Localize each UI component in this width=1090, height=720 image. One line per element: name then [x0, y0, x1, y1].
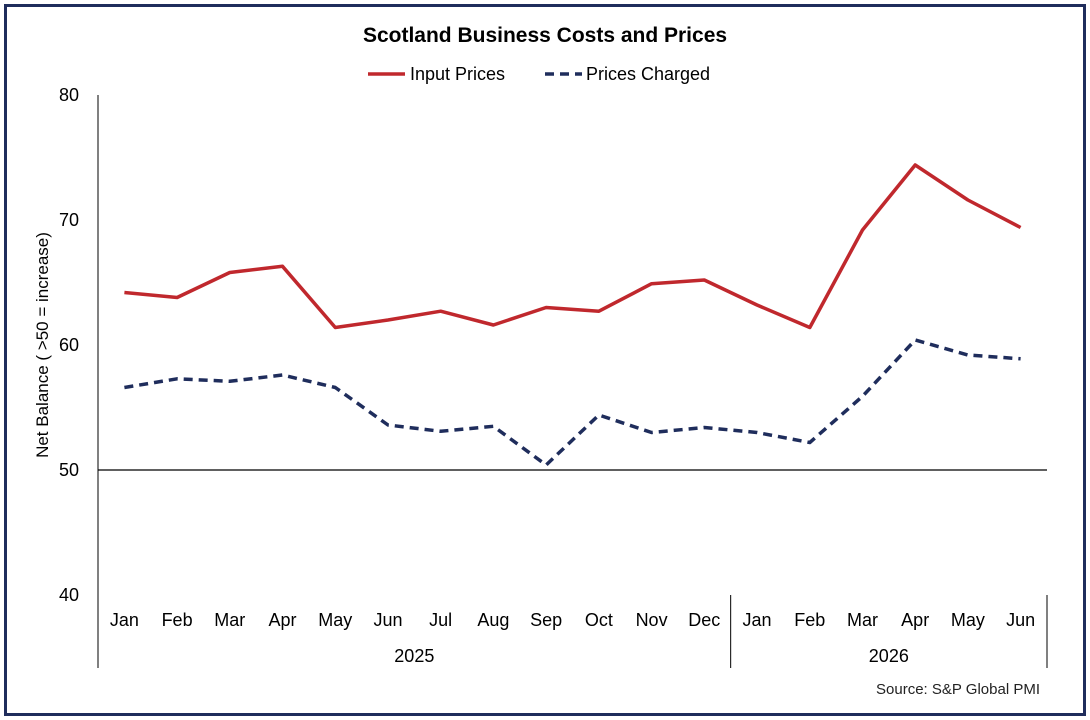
y-tick-label: 60 — [59, 335, 79, 355]
x-tick-label: May — [318, 610, 352, 630]
series-layer — [124, 163, 1022, 467]
x-tick-label: Jan — [743, 610, 772, 630]
legend-label-prices-charged: Prices Charged — [586, 64, 710, 84]
y-axis-title: Net Balance ( >50 = increase) — [33, 232, 52, 458]
series-line-prices-charged — [124, 338, 1021, 467]
x-tick-label: Jun — [1006, 610, 1035, 630]
series-line-input-prices — [124, 163, 1022, 330]
year-group-label: 2025 — [394, 646, 434, 666]
x-tick-label: Feb — [162, 610, 193, 630]
y-tick-label: 50 — [59, 460, 79, 480]
y-tick-label: 80 — [59, 85, 79, 105]
x-tick-label: Jan — [110, 610, 139, 630]
x-tick-label: Oct — [585, 610, 613, 630]
y-tick-label: 40 — [59, 585, 79, 605]
x-tick-label: Jul — [429, 610, 452, 630]
x-tick-label: Apr — [901, 610, 929, 630]
x-tick-label: Mar — [847, 610, 878, 630]
x-tick-label: Sep — [530, 610, 562, 630]
y-tick-label: 70 — [59, 210, 79, 230]
axes: 40 50 60 70 80 Jan Feb Mar Apr May Jun Jul Aug Sep Oct… — [59, 85, 1048, 668]
chart-frame — [4, 4, 1086, 716]
x-tick-label: Feb — [794, 610, 825, 630]
x-tick-label: Nov — [636, 610, 668, 630]
year-group-label: 2026 — [869, 646, 909, 666]
legend: Input Prices Prices Charged — [368, 64, 710, 84]
x-tick-label: Jun — [373, 610, 402, 630]
x-tick-label: Apr — [269, 610, 297, 630]
x-tick-label: Mar — [214, 610, 245, 630]
x-tick-label: May — [951, 610, 985, 630]
x-tick-label: Dec — [688, 610, 720, 630]
source-note: Source: S&P Global PMI — [876, 681, 1040, 698]
chart-title: Scotland Business Costs and Prices — [363, 24, 727, 47]
legend-label-input-prices: Input Prices — [410, 64, 505, 84]
x-tick-label: Aug — [477, 610, 509, 630]
